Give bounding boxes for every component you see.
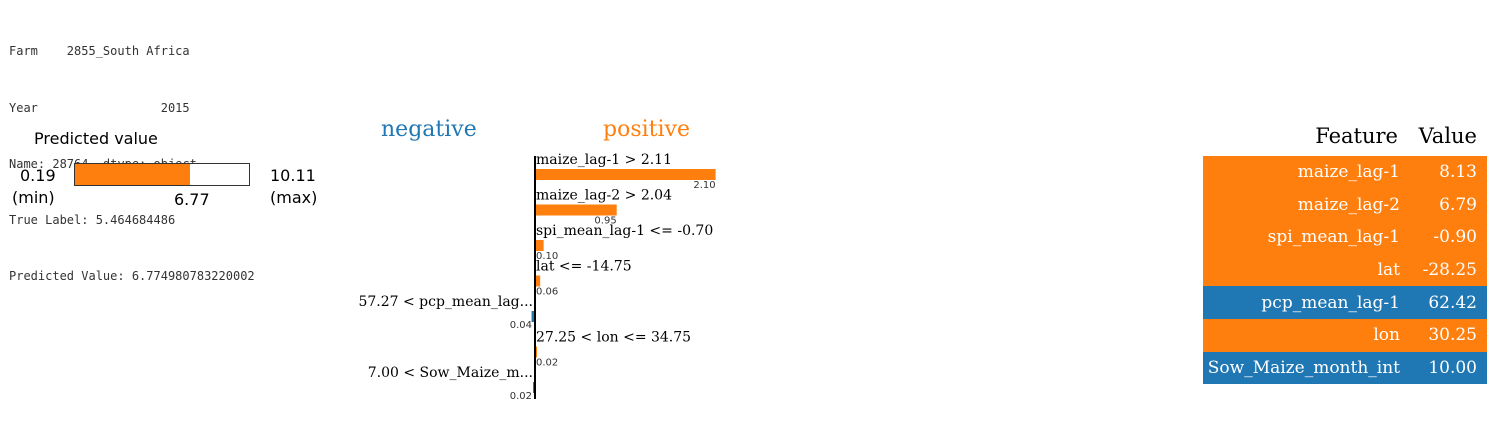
table-value-cell: 62.42 [1428,292,1477,313]
table-value-cell: 8.13 [1439,162,1477,183]
info-year-line: Year 2015 [9,100,190,115]
table-feature-cell: pcp_mean_lag-1 [1261,292,1400,313]
bar-value-label: 0.10 [536,251,558,262]
table-value-cell: -28.25 [1422,260,1477,281]
table-row: lat -28.25 [1203,253,1487,287]
bar-positive [535,169,716,180]
table-row: Sow_Maize_month_int 10.00 [1203,351,1487,385]
bar-category-label: lat <= -14.75 [536,259,632,275]
bar-category-label: 27.25 < lon <= 34.75 [536,330,691,346]
bar-category-label: maize_lag-1 > 2.11 [536,152,672,168]
bar-negative [531,311,535,322]
table-row: lon 30.25 [1203,318,1487,352]
bar-positive [535,275,541,287]
legend-negative: negative [381,117,477,142]
table-feature-cell: maize_lag-2 [1297,194,1400,215]
table-row: maize_lag-2 6.79 [1203,188,1487,222]
bar-value-label: 0.95 [594,216,616,227]
bar-category-label: 7.00 < Sow_Maize_m... [368,365,533,381]
bar-value-label: 0.06 [536,287,558,298]
table-feature-cell: maize_lag-1 [1297,162,1400,183]
predicted-min-value: 0.19 [20,166,56,185]
legend-positive: positive [603,117,690,142]
table-feature-cell: Sow_Maize_month_int [1207,357,1400,378]
table-row: maize_lag-1 8.13 [1203,156,1487,189]
bar-category-label: 57.27 < pcp_mean_lag... [358,294,533,310]
table-feature-cell: spi_mean_lag-1 [1267,227,1400,248]
info-true-label-line: True Label: 5.464684486 [9,212,176,227]
bar-value-label: 0.04 [510,320,532,331]
table-feature-cell: lon [1373,325,1400,346]
bar-value-label: 2.10 [693,180,715,191]
bar-value-label: 0.02 [510,391,532,402]
predicted-value-title: Predicted value [34,129,158,148]
predicted-max-value: 10.11 [270,166,316,185]
table-value-cell: -0.90 [1433,227,1477,248]
bar-value-label: 0.02 [536,358,558,369]
bar-positive [535,204,617,216]
feature-value-table: maize_lag-1 8.13 maize_lag-2 6.79 spi_mean_l… [1203,156,1487,385]
table-row: spi_mean_lag-1 -0.90 [1203,221,1487,254]
table-value-cell: 10.00 [1428,357,1477,378]
table-header-value: Value [1418,124,1477,148]
predicted-max-label: (max) [270,188,318,207]
bar-positive [535,240,544,251]
predicted-min-label: (min) [12,188,55,207]
table-row: pcp_mean_lag-1 62.42 [1203,286,1487,319]
table-header-feature: Feature [1315,124,1398,148]
predicted-current-value: 6.77 [174,190,210,209]
table-value-cell: 30.25 [1428,325,1477,346]
predicted-value-bar [74,163,250,186]
table-header: Feature Value [1203,124,1487,148]
table-feature-cell: lat [1377,260,1400,281]
bar-category-label: maize_lag-2 > 2.04 [536,188,672,204]
info-farm-line: Farm 2855_South Africa [9,44,190,59]
info-predicted-line: Predicted Value: 6.774980783220002 [9,268,255,283]
predicted-value-fill [75,164,191,185]
table-value-cell: 6.79 [1439,194,1477,215]
bar-category-label: spi_mean_lag-1 <= -0.70 [536,223,713,239]
